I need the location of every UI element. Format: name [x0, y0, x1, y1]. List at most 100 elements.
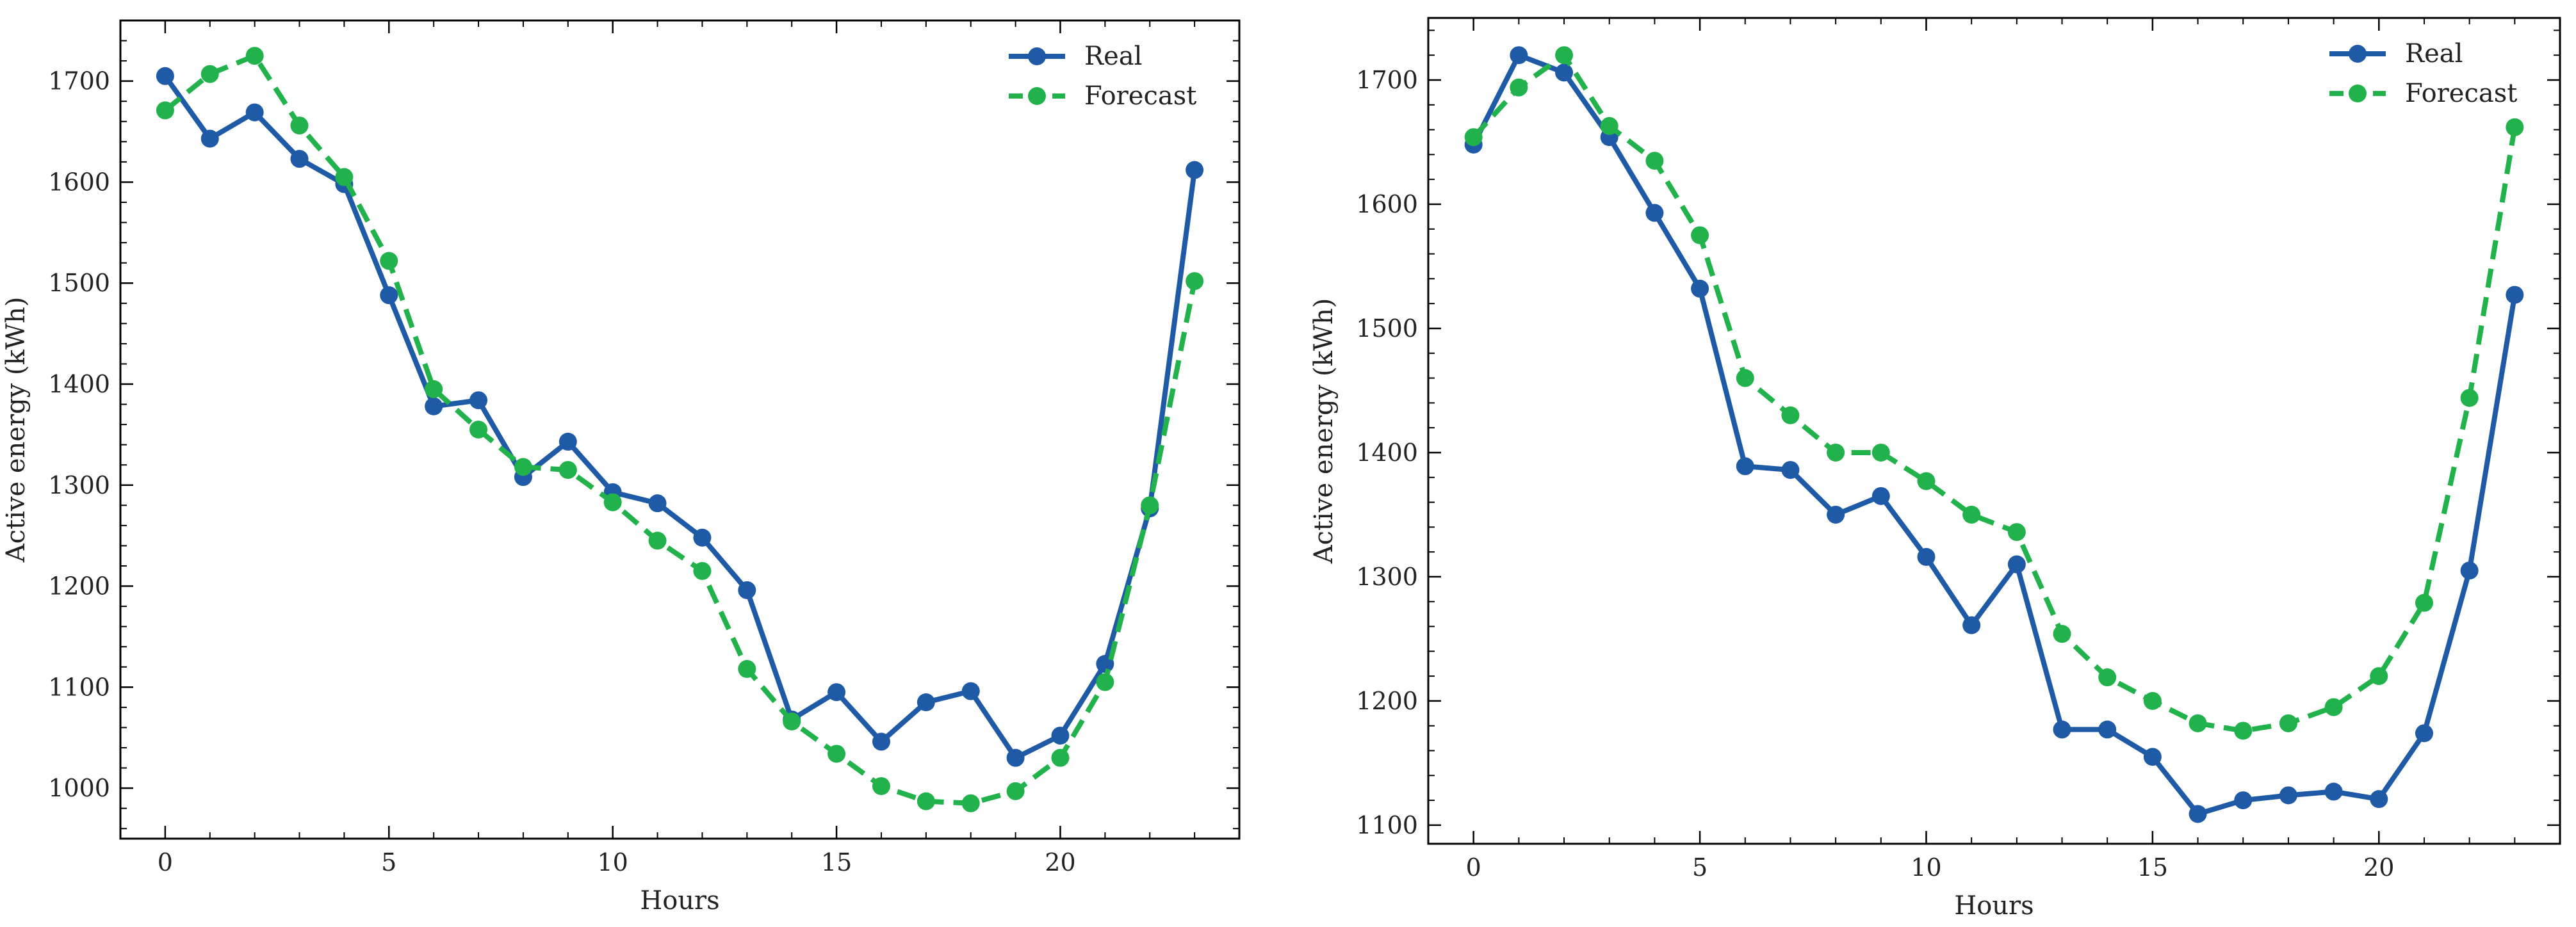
right-series-forecast-point	[1736, 369, 1754, 387]
right-series-real-point	[1917, 547, 1936, 566]
left-series-forecast-point	[425, 380, 443, 398]
right-series-forecast-point	[1510, 78, 1528, 97]
right-y-tick-label: 1100	[1356, 811, 1418, 839]
left-series-forecast-line	[163, 53, 1198, 806]
right-series-forecast-point	[1645, 152, 1664, 170]
left-plot-frame	[119, 19, 1241, 840]
right-series-real-point	[1691, 279, 1709, 298]
left-y-tick-label: 1000	[48, 774, 110, 802]
right-series-real-point	[2324, 782, 2343, 801]
left-series-real-point	[156, 67, 174, 85]
left-series-real-point	[1051, 727, 1070, 745]
right-series-real-point	[1962, 616, 1981, 634]
right-x-tick-label: 15	[2137, 853, 2168, 882]
right-plot-frame	[1427, 17, 2561, 845]
right-series-forecast-point	[1827, 443, 1845, 462]
left-y-tick-label: 1500	[48, 269, 110, 297]
right-y-tick-label: 1500	[1356, 314, 1418, 343]
right-series-forecast-point	[2415, 593, 2433, 612]
right-x-tick-label: 20	[2363, 853, 2394, 882]
right-series-forecast-point	[1555, 46, 1574, 65]
right-series-forecast-point	[2279, 714, 2297, 732]
left-series-real-line	[163, 74, 1198, 761]
right-series-real-point	[2053, 720, 2071, 739]
left-series-forecast-point	[917, 792, 935, 810]
right-series-forecast-point	[2189, 714, 2207, 732]
right-series-forecast-point	[1962, 505, 1981, 524]
left-legend-real-label: Real	[1084, 42, 1142, 71]
right-y-axis-label: Active energy (kWh)	[1309, 298, 1339, 565]
right-series-forecast-point	[1871, 443, 1890, 462]
right-series-real-point	[2370, 790, 2388, 809]
right-series-forecast-point	[1917, 472, 1936, 490]
right-series-forecast-point	[2370, 667, 2388, 686]
left-series-real-point	[961, 682, 980, 700]
left-x-tick-label: 5	[381, 848, 396, 876]
right-series-real-point	[2234, 791, 2253, 810]
right-legend-forecast-marker	[2349, 85, 2367, 102]
right-series-real-point	[1555, 63, 1574, 82]
left-series-forecast-point	[872, 777, 890, 795]
chart-left-svg: 0 5 10 15 20 1000 1100 1200 1300 1400 1500 1600 1700…	[1, 19, 1241, 915]
left-series-forecast-point	[783, 712, 801, 730]
left-series-real-point	[1186, 161, 1204, 179]
left-series-forecast-point	[156, 101, 174, 120]
left-y-tick-label: 1200	[48, 572, 110, 601]
left-series-forecast-point	[827, 745, 846, 763]
right-y-tick-label: 1300	[1356, 563, 1418, 591]
right-series-forecast-point	[2506, 118, 2524, 136]
left-series-forecast-point	[603, 493, 622, 512]
left-series-forecast-point	[1186, 272, 1204, 291]
right-y-tick-label: 1200	[1356, 687, 1418, 715]
left-series-real-point	[917, 693, 935, 711]
right-series-real-point	[2007, 555, 2026, 574]
right-y-tick-label: 1700	[1356, 66, 1418, 94]
right-x-tick-label: 0	[1466, 853, 1481, 882]
right-series-real-point	[2279, 786, 2297, 805]
chart-left: 0 5 10 15 20 1000 1100 1200 1300 1400 1500 1600 1700…	[1, 19, 1241, 915]
left-series-real-point	[380, 286, 398, 305]
left-series-forecast-point	[514, 458, 532, 476]
right-series-forecast-point	[2460, 389, 2479, 407]
right-series-forecast-point	[1691, 226, 1709, 245]
left-y-tick-label: 1300	[48, 471, 110, 499]
left-series-real-point	[693, 528, 712, 547]
left-series-real-point	[827, 683, 846, 702]
right-y-tick-label: 1400	[1356, 439, 1418, 467]
right-series-forecast-point	[1781, 406, 1800, 424]
left-series-forecast-point	[1006, 782, 1025, 800]
left-legend-forecast-label: Forecast	[1084, 81, 1196, 111]
right-legend-forecast-label: Forecast	[2405, 79, 2517, 108]
right-series-forecast-point	[1464, 128, 1483, 147]
left-series-real-point	[245, 103, 264, 122]
left-x-tick-label: 20	[1045, 848, 1075, 876]
left-x-axis-label: Hours	[640, 886, 719, 915]
right-series-forecast-point	[2143, 691, 2162, 710]
left-series-forecast-point	[469, 421, 488, 439]
right-legend-real-marker	[2349, 45, 2367, 63]
left-y-tick-label: 1100	[48, 673, 110, 701]
left-series-real-point	[872, 732, 890, 751]
left-x-tick-label: 10	[598, 848, 628, 876]
right-series-real-point	[2415, 724, 2433, 743]
left-series-forecast-point	[558, 461, 577, 480]
left-y-axis-label: Active energy (kWh)	[1, 297, 31, 563]
right-series-forecast-line	[1471, 52, 2518, 734]
left-series-forecast-point	[335, 168, 354, 186]
left-series-real-point	[738, 581, 756, 599]
right-series-forecast-point	[2324, 698, 2343, 716]
right-series-real-point	[2143, 748, 2162, 766]
right-series-real-line	[1471, 52, 2518, 817]
right-series-forecast-point	[2098, 668, 2117, 687]
left-y-tick-label: 1400	[48, 370, 110, 398]
right-x-tick-label: 10	[1911, 853, 1941, 882]
left-series-real-point	[469, 391, 488, 410]
left-series-forecast-point	[380, 252, 398, 270]
right-series-real-point	[2098, 720, 2117, 739]
left-series-forecast-point	[648, 531, 667, 550]
chart-right-svg: 0 5 10 15 20 1100 1200 1300 1400 1500 1600 1700 Hour…	[1309, 17, 2561, 921]
left-y-tick-label: 1600	[48, 168, 110, 196]
right-series-real-point	[1781, 461, 1800, 480]
left-series-forecast-point	[290, 117, 309, 135]
left-series-real-point	[1006, 748, 1025, 767]
